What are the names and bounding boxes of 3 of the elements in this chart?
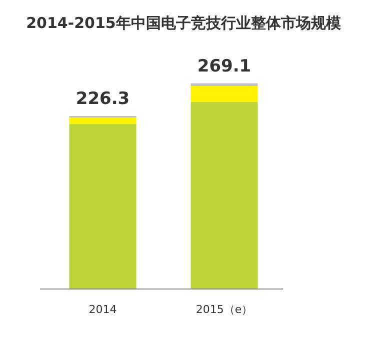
- annotation: 226.3: [76, 89, 130, 109]
- annotation: 269.1: [197, 56, 252, 76]
- title: 2014-2015年中国电子竞技行业整体市场规模: [26, 14, 341, 32]
